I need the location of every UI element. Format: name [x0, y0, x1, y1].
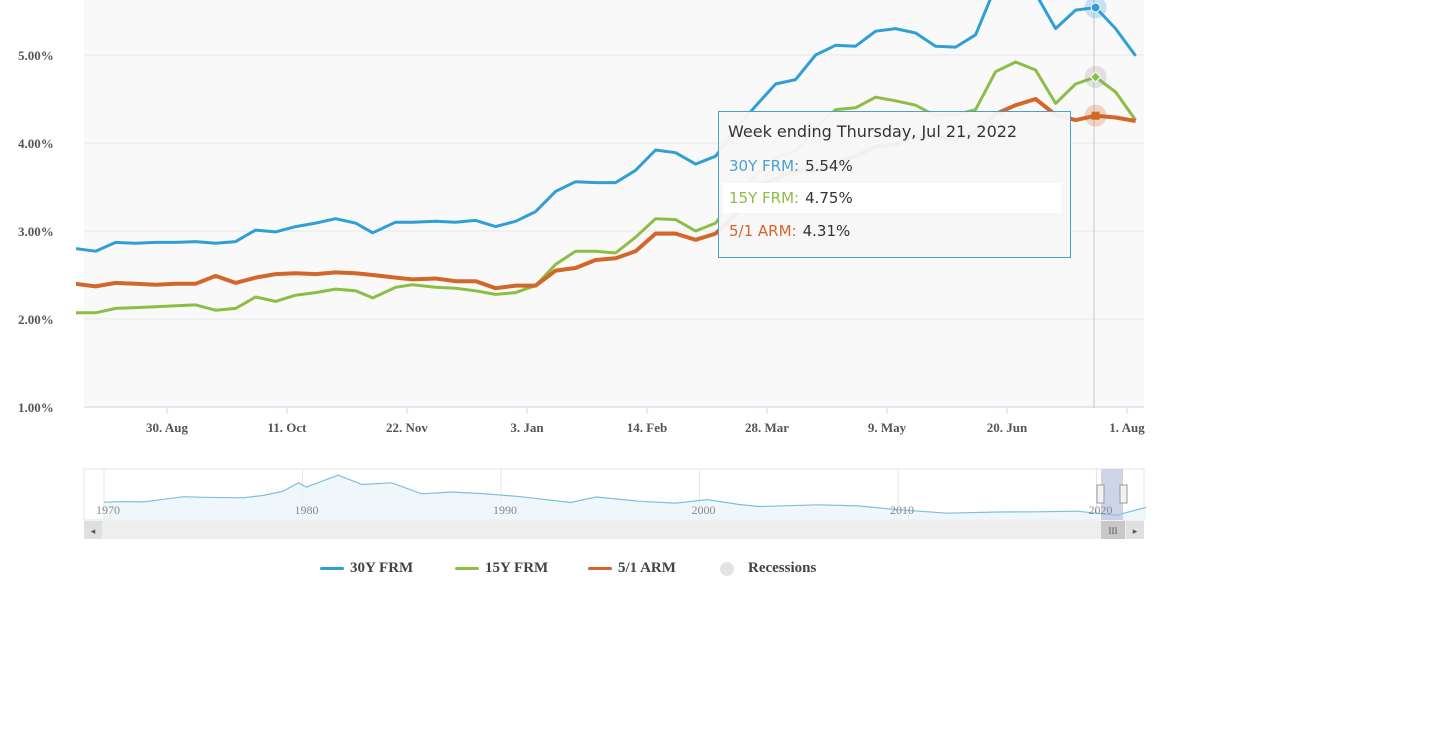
legend-label: 30Y FRM	[350, 560, 414, 576]
tooltip-row-15y: 15Y FRM: 4.75%	[723, 183, 1061, 213]
x-tick-label: 28. Mar	[745, 420, 789, 435]
navigator-year-label: 1990	[493, 503, 517, 517]
x-tick-label: 30. Aug	[146, 420, 188, 435]
hover-marker	[1090, 2, 1101, 13]
legend-swatch	[588, 567, 612, 570]
x-tick-label: 9. May	[868, 420, 907, 435]
arrow-right-icon: ▸	[1133, 526, 1138, 536]
scrollbar-thumb[interactable]	[1101, 521, 1125, 539]
hover-marker	[1089, 71, 1102, 83]
tooltip-value: 4.75%	[805, 189, 853, 207]
hover-marker	[1091, 111, 1100, 120]
x-tick-label: 22. Nov	[386, 420, 428, 435]
y-tick-label: 3.00%	[18, 224, 54, 239]
legend-label: 15Y FRM	[485, 560, 549, 576]
tooltip-title: Week ending Thursday, Jul 21, 2022	[728, 122, 1018, 141]
navigator-year-label: 2000	[692, 503, 716, 517]
navigator-year-label: 1970	[96, 503, 120, 517]
tooltip-value: 4.31%	[802, 222, 851, 240]
navigator-line	[103, 474, 1147, 516]
navigator-year-label: 2010	[890, 503, 914, 517]
series-line-30y-frm	[76, 0, 1137, 253]
x-tick-label: 1. Aug	[1109, 420, 1145, 435]
tooltip-row-arm: 5/1 ARM: 4.31%	[723, 216, 1061, 246]
tooltip-label: 30Y FRM:	[729, 157, 800, 175]
legend-label: 5/1 ARM	[618, 560, 676, 576]
x-tick-label: 20. Jun	[987, 420, 1028, 435]
navigator-handle-left[interactable]	[1096, 484, 1105, 504]
x-tick-label: 11. Oct	[268, 420, 308, 435]
tooltip-label: 15Y FRM:	[729, 189, 800, 207]
legend-item-recessions[interactable]: Recessions	[720, 560, 816, 577]
legend-swatch	[320, 567, 344, 570]
legend-item-15y[interactable]: 15Y FRM	[455, 560, 548, 577]
y-tick-label: 5.00%	[18, 48, 54, 63]
y-tick-label: 2.00%	[18, 312, 54, 327]
navigator[interactable]: 1970 1980 1990 2000 2010 2020	[83, 468, 1147, 521]
tooltip-label: 5/1 ARM:	[729, 222, 797, 240]
scrollbar[interactable]: ◂ III ▸	[84, 521, 1144, 539]
scroll-right-button[interactable]	[1126, 521, 1144, 539]
x-tick-label: 14. Feb	[627, 420, 667, 435]
mortgage-rate-chart: 1.00% 2.00% 3.00% 4.00% 5.00% 30. Aug 11. Oct…	[18, 0, 1147, 539]
navigator-selection[interactable]	[1101, 469, 1123, 520]
legend-item-30y[interactable]: 30Y FRM	[320, 560, 413, 577]
y-tick-label: 4.00%	[18, 136, 54, 151]
legend-item-arm[interactable]: 5/1 ARM	[588, 560, 676, 577]
legend-swatch	[720, 561, 734, 576]
scroll-left-button[interactable]	[84, 521, 102, 539]
legend-swatch	[455, 567, 479, 570]
navigator-handle-right[interactable]	[1119, 484, 1128, 504]
navigator-year-label: 2020	[1089, 503, 1113, 517]
tooltip-value: 5.54%	[805, 157, 853, 175]
legend-label: Recessions	[748, 560, 817, 576]
y-tick-label: 1.00%	[18, 400, 54, 415]
tooltip: Week ending Thursday, Jul 21, 2022 30Y F…	[718, 111, 1071, 258]
navigator-year-label: 1980	[295, 503, 319, 517]
grip-icon: III	[1109, 526, 1118, 536]
x-tick-label: 3. Jan	[510, 420, 544, 435]
arrow-left-icon: ◂	[91, 526, 96, 536]
tooltip-row-30y: 30Y FRM: 5.54%	[723, 151, 1061, 181]
